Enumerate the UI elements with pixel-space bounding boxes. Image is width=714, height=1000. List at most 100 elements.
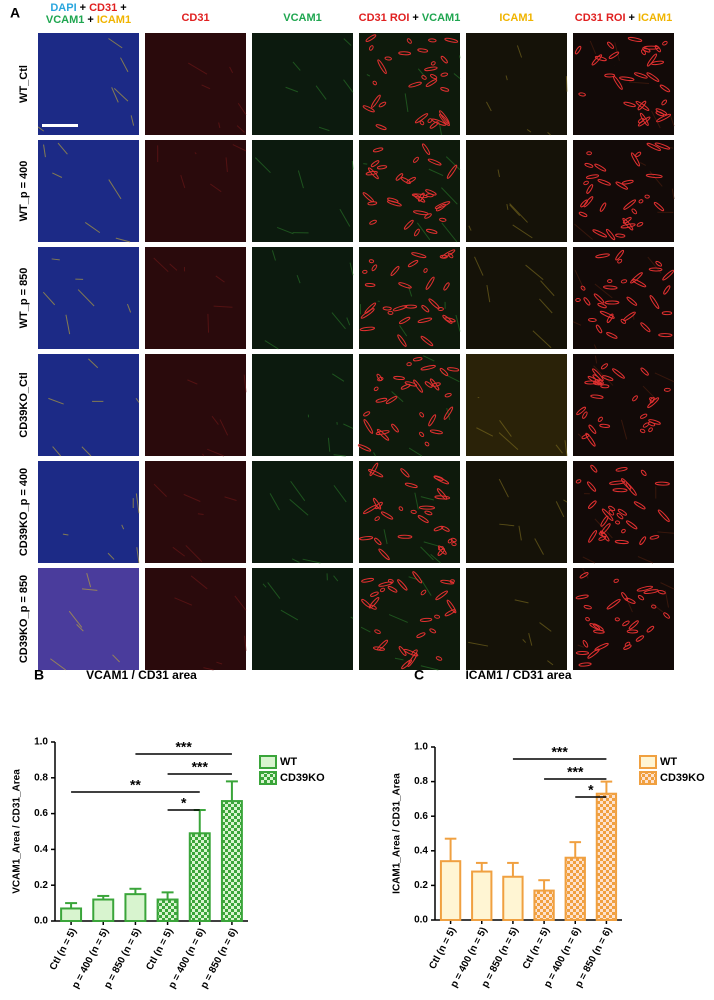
roi — [589, 623, 601, 630]
roi — [418, 192, 425, 202]
texture — [394, 657, 404, 661]
texture — [388, 614, 408, 623]
significance-label: * — [588, 782, 594, 798]
texture — [657, 531, 675, 534]
roi — [357, 444, 372, 452]
roi — [585, 174, 600, 179]
column-header: CD31 — [181, 12, 209, 24]
texture — [474, 256, 484, 276]
roi — [612, 488, 628, 493]
roi — [412, 156, 419, 163]
roi — [372, 497, 382, 510]
roi — [429, 121, 439, 129]
bar — [124, 893, 147, 923]
roi — [429, 429, 443, 435]
roi — [648, 267, 663, 272]
roi — [657, 590, 666, 595]
bar — [92, 898, 115, 923]
micrograph — [38, 354, 139, 456]
roi — [626, 296, 638, 306]
texture — [420, 665, 439, 671]
roi — [603, 285, 618, 290]
roi — [595, 253, 610, 259]
roi — [654, 142, 671, 150]
texture — [468, 641, 489, 647]
roi — [449, 579, 455, 584]
legend-swatch — [259, 771, 277, 785]
texture — [130, 115, 135, 126]
roi — [583, 297, 591, 306]
roi — [632, 395, 638, 402]
header-part: CD31 ROI — [575, 12, 626, 24]
micrograph — [38, 247, 139, 349]
column-header: DAPI + CD31 + — [50, 2, 126, 14]
roi — [387, 578, 394, 584]
roi — [649, 295, 660, 310]
micrograph — [359, 568, 460, 670]
micrograph — [466, 247, 567, 349]
texture — [522, 639, 527, 643]
texture — [81, 588, 98, 591]
column-header: VCAM1 + ICAM1 — [46, 14, 131, 26]
texture — [121, 524, 125, 530]
roi — [613, 578, 619, 583]
micrograph — [359, 247, 460, 349]
roi — [630, 272, 643, 284]
texture — [271, 250, 276, 261]
roi — [587, 317, 597, 322]
roi — [391, 423, 399, 433]
roi — [656, 113, 672, 123]
roi — [640, 367, 649, 376]
roi — [651, 604, 657, 609]
roi — [575, 298, 581, 303]
micrograph — [38, 568, 139, 670]
roi — [585, 432, 596, 447]
micrograph — [145, 247, 246, 349]
roi — [575, 650, 590, 655]
texture — [498, 432, 519, 450]
roi — [620, 279, 628, 284]
roi — [439, 113, 450, 127]
significance-label: *** — [551, 744, 568, 760]
significance-label: * — [181, 795, 187, 811]
roi — [446, 164, 458, 179]
roi — [604, 73, 616, 78]
texture — [289, 498, 309, 516]
texture — [187, 379, 198, 385]
texture — [664, 590, 669, 608]
y-axis-label: ICAM1_Area / CD31_Area — [392, 773, 403, 894]
y-tick-label: 0.2 — [414, 880, 428, 891]
roi — [427, 118, 433, 124]
roi — [413, 210, 429, 216]
y-tick-label: 1.0 — [414, 742, 428, 753]
texture — [213, 305, 233, 308]
texture — [563, 499, 568, 503]
y-tick-label: 0.6 — [414, 811, 428, 822]
roi — [380, 511, 394, 520]
roi — [607, 279, 613, 284]
x-tick-label: Ctl (n = 5) — [144, 926, 175, 972]
roi — [371, 94, 381, 108]
texture — [404, 93, 409, 112]
roi — [583, 604, 592, 610]
roi — [623, 199, 637, 210]
roi — [412, 571, 423, 584]
roi — [404, 482, 418, 489]
texture — [57, 142, 68, 155]
x-tick-label: Ctl (n = 5) — [427, 925, 458, 971]
roi — [595, 324, 603, 334]
roi — [606, 598, 621, 610]
roi — [421, 143, 431, 156]
texture — [81, 446, 92, 457]
roi — [662, 269, 675, 281]
texture — [582, 556, 596, 564]
roi — [580, 199, 589, 208]
texture — [671, 188, 675, 200]
texture — [120, 57, 129, 73]
roi — [608, 509, 615, 516]
roi — [635, 635, 645, 642]
roi — [639, 428, 646, 434]
texture — [528, 633, 533, 646]
texture — [547, 132, 551, 136]
roi — [429, 74, 438, 80]
